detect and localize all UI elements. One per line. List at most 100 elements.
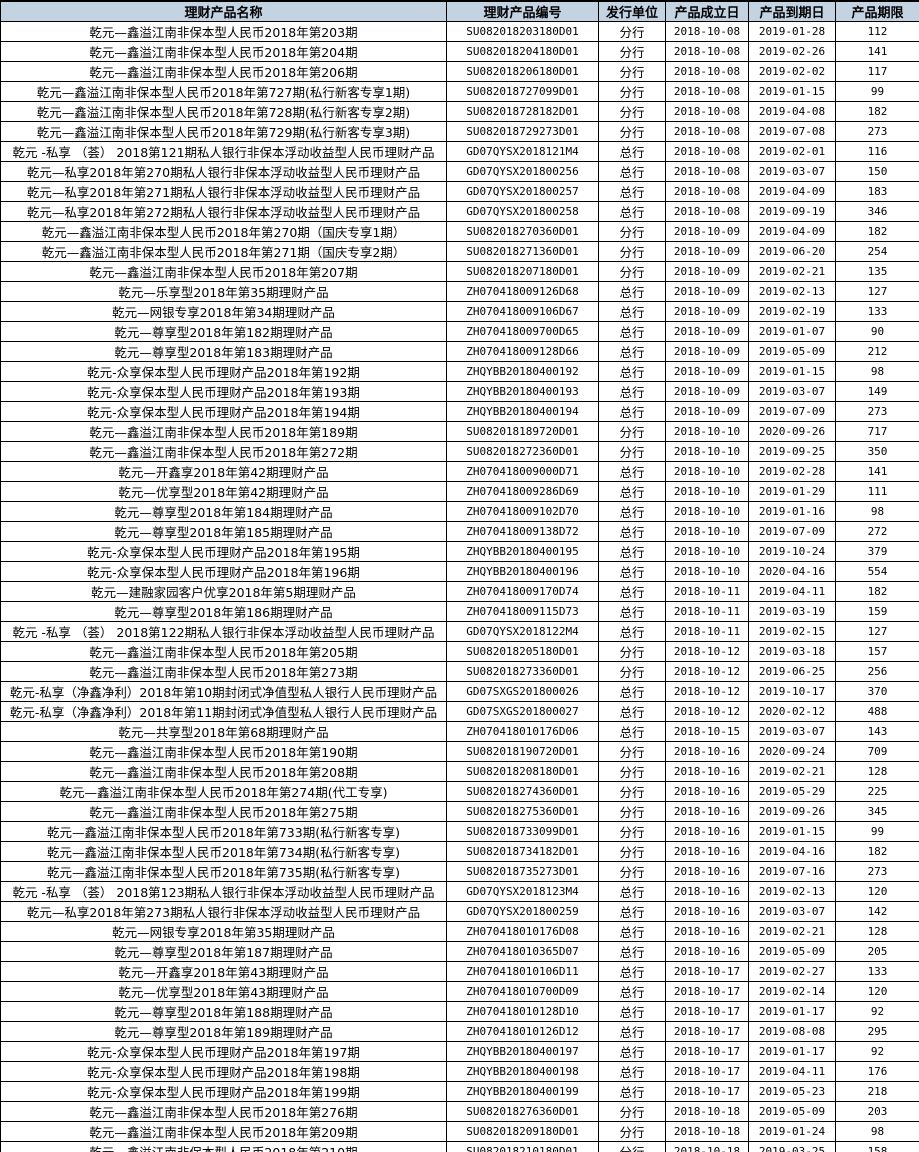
cell-end-date: 2019-02-15 <box>748 621 836 642</box>
table-row: 乾元—尊享型2018年第184期理财产品 ZH070418009102D70 总行 2… <box>0 501 919 522</box>
cell-product-name: 乾元—鑫溢江南非保本型人民币2018年第272期 <box>0 441 447 462</box>
cell-product-code: SU082018733099D01 <box>446 821 599 842</box>
cell-term-days: 345 <box>835 801 919 822</box>
cell-product-name: 乾元—鑫溢江南非保本型人民币2018年第203期 <box>0 21 447 42</box>
cell-product-name: 乾元—共享型2018年第68期理财产品 <box>0 721 447 742</box>
table-row: 乾元—鑫溢江南非保本型人民币2018年第729期(私行新客专享3期) SU0820… <box>0 121 919 142</box>
cell-start-date: 2018-10-16 <box>665 881 749 902</box>
cell-product-name: 乾元—尊享型2018年第184期理财产品 <box>0 501 447 522</box>
cell-product-code: ZH070418010365D07 <box>446 941 599 962</box>
cell-product-code: ZH070418010176D08 <box>446 921 599 942</box>
cell-product-code: SU082018207180D01 <box>446 261 599 282</box>
cell-term-days: 128 <box>835 761 919 782</box>
cell-product-name: 乾元—私享2018年第272期私人银行非保本浮动收益型人民币理财产品 <box>0 201 447 222</box>
table-row: 乾元-众享保本型人民币理财产品2018年第199期 ZHQYBB201804001… <box>0 1081 919 1102</box>
cell-end-date: 2019-10-24 <box>748 541 836 562</box>
cell-product-name: 乾元-私享（净鑫净利）2018年第11期封闭式净值型私人银行人民币理财产品 <box>0 701 447 722</box>
cell-term-days: 350 <box>835 441 919 462</box>
cell-term-days: 112 <box>835 21 919 42</box>
table-row: 乾元—优享型2018年第43期理财产品 ZH070418010700D09 总行 20… <box>0 981 919 1002</box>
cell-product-code: SU082018272360D01 <box>446 441 599 462</box>
table-row: 乾元-众享保本型人民币理财产品2018年第193期 ZHQYBB201804001… <box>0 381 919 402</box>
cell-term-days: 370 <box>835 681 919 702</box>
table-row: 乾元—鑫溢江南非保本型人民币2018年第270期（国庆专享1期） SU082018… <box>0 221 919 242</box>
cell-term-days: 99 <box>835 81 919 102</box>
table-row: 乾元—鑫溢江南非保本型人民币2018年第733期(私行新客专享) SU082018… <box>0 821 919 842</box>
cell-start-date: 2018-10-17 <box>665 1041 749 1062</box>
cell-end-date: 2019-03-07 <box>748 901 836 922</box>
cell-start-date: 2018-10-09 <box>665 381 749 402</box>
table-row: 乾元—尊享型2018年第185期理财产品 ZH070418009138D72 总行 2… <box>0 521 919 542</box>
cell-term-days: 218 <box>835 1081 919 1102</box>
table-row: 乾元—私享2018年第271期私人银行非保本浮动收益型人民币理财产品 GD07QY… <box>0 181 919 202</box>
cell-issuing-unit: 分行 <box>598 641 666 662</box>
cell-end-date: 2019-02-13 <box>748 881 836 902</box>
cell-issuing-unit: 总行 <box>598 181 666 202</box>
cell-end-date: 2019-05-23 <box>748 1081 836 1102</box>
cell-term-days: 127 <box>835 621 919 642</box>
cell-product-name: 乾元—鑫溢江南非保本型人民币2018年第273期 <box>0 661 447 682</box>
table-row: 乾元—鑫溢江南非保本型人民币2018年第735期(私行新客专享) SU082018… <box>0 861 919 882</box>
cell-issuing-unit: 分行 <box>598 781 666 802</box>
cell-issuing-unit: 分行 <box>598 81 666 102</box>
cell-issuing-unit: 分行 <box>598 1141 666 1152</box>
cell-end-date: 2019-09-26 <box>748 801 836 822</box>
cell-product-code: ZH070418009102D70 <box>446 501 599 522</box>
cell-start-date: 2018-10-08 <box>665 161 749 182</box>
cell-product-name: 乾元—开鑫享2018年第43期理财产品 <box>0 961 447 982</box>
cell-product-name: 乾元-众享保本型人民币理财产品2018年第198期 <box>0 1061 447 1082</box>
cell-term-days: 254 <box>835 241 919 262</box>
cell-term-days: 182 <box>835 841 919 862</box>
cell-issuing-unit: 分行 <box>598 241 666 262</box>
cell-start-date: 2018-10-08 <box>665 81 749 102</box>
cell-term-days: 128 <box>835 921 919 942</box>
cell-term-days: 717 <box>835 421 919 442</box>
cell-end-date: 2019-09-25 <box>748 441 836 462</box>
cell-product-code: ZHQYBB20180400196 <box>446 561 599 582</box>
cell-end-date: 2019-03-07 <box>748 161 836 182</box>
cell-end-date: 2019-01-15 <box>748 81 836 102</box>
cell-end-date: 2019-01-17 <box>748 1001 836 1022</box>
cell-issuing-unit: 总行 <box>598 621 666 642</box>
cell-product-code: SU082018271360D01 <box>446 241 599 262</box>
cell-product-name: 乾元—鑫溢江南非保本型人民币2018年第208期 <box>0 761 447 782</box>
table-row: 乾元—尊享型2018年第182期理财产品 ZH070418009700D65 总行 2… <box>0 321 919 342</box>
cell-product-code: SU082018728182D01 <box>446 101 599 122</box>
header-end-date: 产品到期日 <box>748 0 836 22</box>
cell-end-date: 2019-04-16 <box>748 841 836 862</box>
cell-product-code: ZHQYBB20180400194 <box>446 401 599 422</box>
cell-start-date: 2018-10-17 <box>665 1061 749 1082</box>
cell-product-name: 乾元—优享型2018年第42期理财产品 <box>0 481 447 502</box>
cell-term-days: 205 <box>835 941 919 962</box>
table-row: 乾元—鑫溢江南非保本型人民币2018年第728期(私行新客专享2期) SU0820… <box>0 101 919 122</box>
cell-term-days: 272 <box>835 521 919 542</box>
table-row: 乾元 -私享 （荟） 2018第123期私人银行非保本浮动收益型人民币理财产品 G… <box>0 881 919 902</box>
cell-product-name: 乾元—鑫溢江南非保本型人民币2018年第733期(私行新客专享) <box>0 821 447 842</box>
cell-product-name: 乾元—尊享型2018年第182期理财产品 <box>0 321 447 342</box>
cell-product-code: ZH070418010176D06 <box>446 721 599 742</box>
cell-end-date: 2019-03-07 <box>748 381 836 402</box>
cell-product-name: 乾元-众享保本型人民币理财产品2018年第193期 <box>0 381 447 402</box>
cell-end-date: 2019-07-08 <box>748 121 836 142</box>
cell-product-name: 乾元—私享2018年第270期私人银行非保本浮动收益型人民币理财产品 <box>0 161 447 182</box>
cell-term-days: 273 <box>835 861 919 882</box>
cell-issuing-unit: 分行 <box>598 121 666 142</box>
cell-end-date: 2020-02-12 <box>748 701 836 722</box>
cell-term-days: 157 <box>835 641 919 662</box>
cell-issuing-unit: 总行 <box>598 681 666 702</box>
cell-term-days: 273 <box>835 401 919 422</box>
cell-product-code: GD07SXGS201800027 <box>446 701 599 722</box>
cell-product-name: 乾元-众享保本型人民币理财产品2018年第199期 <box>0 1081 447 1102</box>
cell-product-name: 乾元—鑫溢江南非保本型人民币2018年第271期（国庆专享2期） <box>0 241 447 262</box>
cell-issuing-unit: 分行 <box>598 1121 666 1142</box>
cell-end-date: 2019-05-09 <box>748 341 836 362</box>
cell-issuing-unit: 总行 <box>598 561 666 582</box>
cell-product-code: SU082018206180D01 <box>446 61 599 82</box>
header-product-name: 理财产品名称 <box>0 0 447 22</box>
cell-product-code: GD07QYSX201800259 <box>446 901 599 922</box>
cell-issuing-unit: 总行 <box>598 161 666 182</box>
cell-product-name: 乾元—鑫溢江南非保本型人民币2018年第205期 <box>0 641 447 662</box>
cell-term-days: 133 <box>835 301 919 322</box>
cell-issuing-unit: 总行 <box>598 881 666 902</box>
cell-product-name: 乾元—鑫溢江南非保本型人民币2018年第190期 <box>0 741 447 762</box>
